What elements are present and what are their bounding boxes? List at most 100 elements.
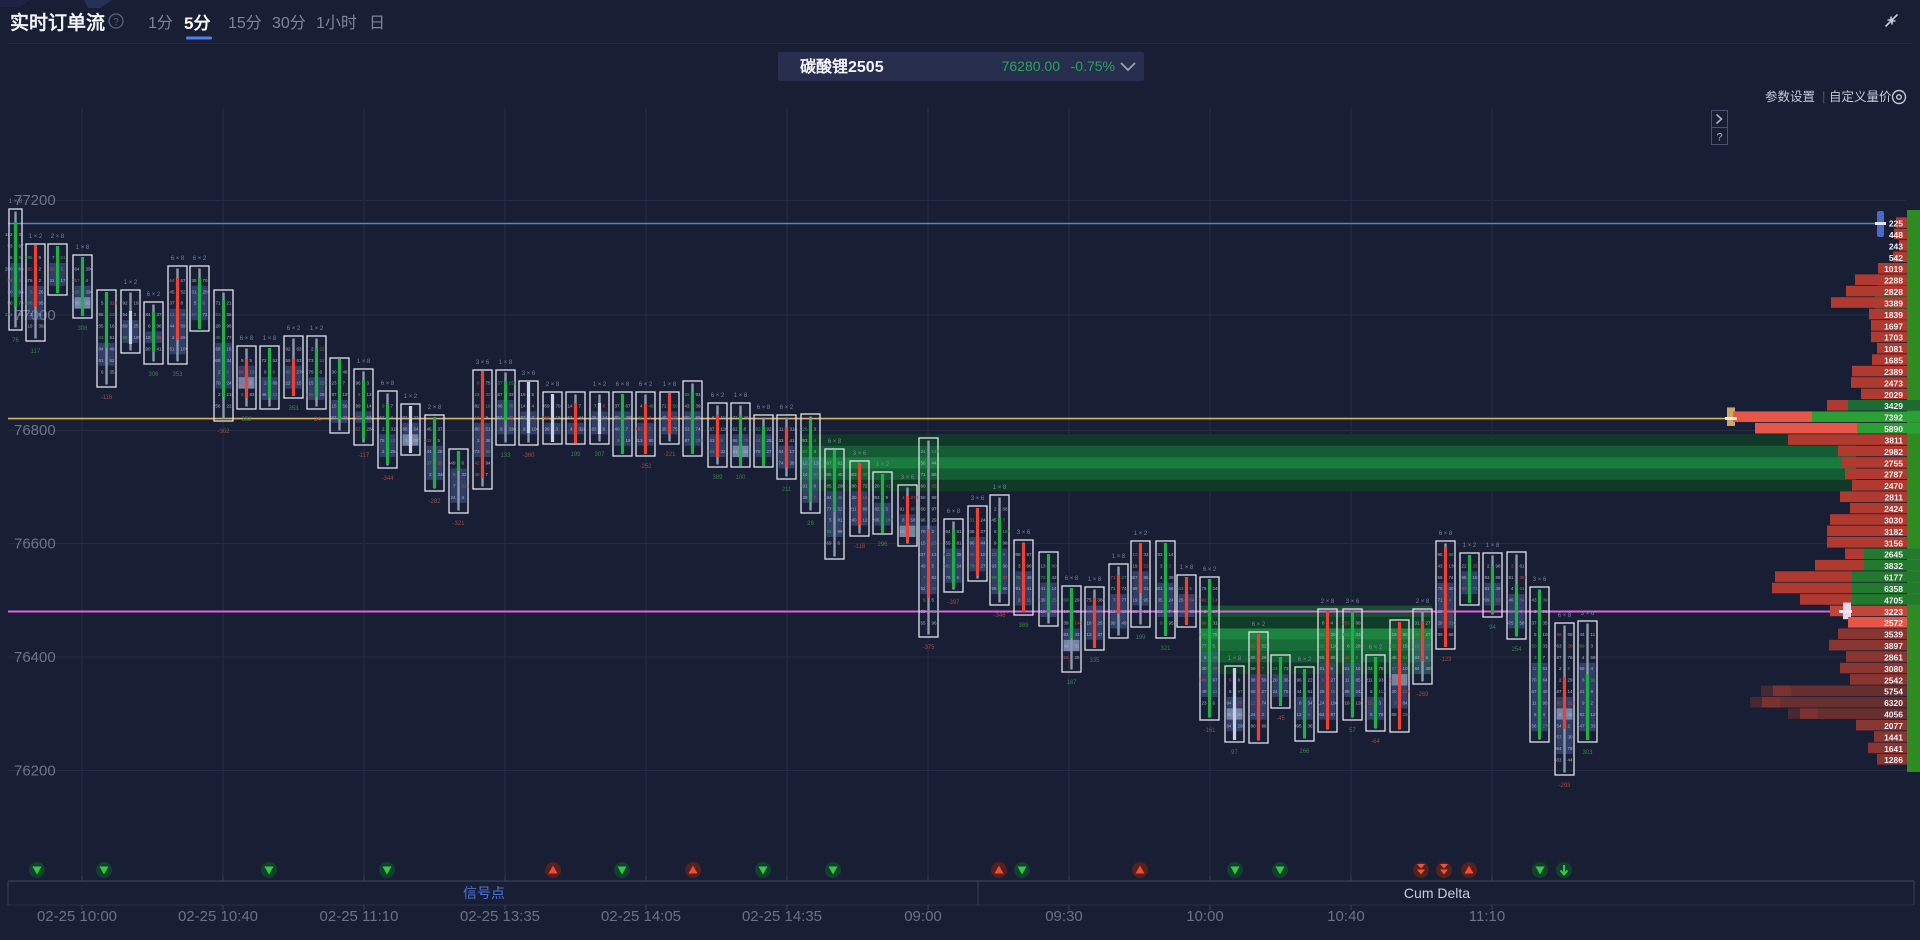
- svg-text:1641: 1641: [1884, 744, 1903, 754]
- svg-text:242: 242: [424, 438, 432, 443]
- svg-text:359: 359: [542, 404, 550, 409]
- svg-text:92: 92: [285, 346, 291, 351]
- svg-text:83: 83: [250, 392, 256, 397]
- svg-text:296: 296: [877, 542, 888, 548]
- svg-text:285: 285: [626, 415, 634, 420]
- svg-text:76800: 76800: [14, 422, 56, 439]
- svg-text:38: 38: [1226, 712, 1232, 717]
- svg-text:54: 54: [122, 312, 128, 317]
- svg-text:80: 80: [851, 484, 857, 489]
- svg-text:1 × 8: 1 × 8: [734, 393, 748, 399]
- svg-text:28: 28: [673, 415, 679, 420]
- svg-text:221: 221: [1342, 666, 1350, 671]
- svg-text:5: 5: [1370, 689, 1373, 694]
- svg-text:25: 25: [1075, 655, 1081, 660]
- svg-text:98: 98: [19, 289, 25, 294]
- svg-text:78: 78: [920, 529, 926, 534]
- svg-text:39: 39: [1063, 621, 1069, 626]
- svg-text:02-25 13:35: 02-25 13:35: [460, 908, 540, 925]
- svg-text:288: 288: [367, 426, 375, 431]
- svg-text:199: 199: [1135, 635, 1146, 641]
- svg-text:391: 391: [696, 404, 704, 409]
- svg-text:60: 60: [1003, 586, 1009, 591]
- svg-text:|: |: [1822, 89, 1825, 104]
- svg-text:信号点: 信号点: [463, 885, 505, 901]
- svg-text:46: 46: [261, 392, 267, 397]
- svg-text:7: 7: [453, 484, 456, 489]
- svg-text:47: 47: [1579, 723, 1585, 728]
- svg-text:59: 59: [1213, 666, 1219, 671]
- svg-text:55: 55: [1437, 575, 1443, 580]
- svg-text:28: 28: [807, 521, 814, 527]
- svg-text:100: 100: [735, 475, 746, 481]
- svg-text:32: 32: [1144, 552, 1150, 557]
- svg-text:74: 74: [778, 461, 784, 466]
- svg-text:83: 83: [1461, 586, 1467, 591]
- svg-text:-321: -321: [452, 521, 465, 527]
- svg-text:60: 60: [920, 506, 926, 511]
- svg-text:85: 85: [285, 369, 291, 374]
- svg-text:55: 55: [920, 621, 926, 626]
- svg-text:30: 30: [1201, 666, 1207, 671]
- svg-text:25: 25: [1178, 598, 1184, 603]
- svg-text:5: 5: [1356, 655, 1359, 660]
- svg-text:64: 64: [169, 278, 175, 283]
- svg-text:55: 55: [1063, 655, 1069, 660]
- svg-text:39: 39: [1543, 598, 1549, 603]
- svg-text:日: 日: [369, 15, 385, 32]
- svg-text:5: 5: [39, 312, 42, 317]
- svg-text:8: 8: [744, 426, 747, 431]
- svg-text:2 × 8: 2 × 8: [51, 234, 65, 240]
- svg-text:4: 4: [1160, 575, 1163, 580]
- svg-text:88: 88: [1568, 632, 1574, 637]
- svg-text:4: 4: [19, 278, 22, 283]
- svg-text:3156: 3156: [1884, 538, 1903, 548]
- svg-text:37: 37: [426, 461, 432, 466]
- svg-text:56: 56: [343, 404, 349, 409]
- svg-text:32: 32: [486, 392, 492, 397]
- svg-text:19: 19: [1391, 632, 1397, 637]
- svg-text:315: 315: [391, 426, 399, 431]
- svg-text:11:10: 11:10: [1469, 908, 1505, 925]
- svg-text:6: 6: [1559, 712, 1562, 717]
- svg-text:1 × 2: 1 × 2: [1134, 531, 1148, 537]
- svg-text:30分: 30分: [272, 14, 306, 32]
- svg-text:6: 6: [957, 575, 960, 580]
- svg-text:1 × 8: 1 × 8: [9, 199, 23, 205]
- svg-text:64: 64: [238, 369, 244, 374]
- svg-text:15: 15: [1473, 575, 1479, 580]
- svg-text:37: 37: [497, 381, 503, 386]
- svg-text:33: 33: [509, 392, 515, 397]
- svg-text:74: 74: [1122, 586, 1128, 591]
- svg-text:-282: -282: [428, 499, 441, 505]
- svg-text:5754: 5754: [1884, 687, 1903, 697]
- svg-text:213: 213: [1144, 586, 1152, 591]
- svg-text:9: 9: [886, 495, 889, 500]
- svg-text:98: 98: [932, 495, 938, 500]
- svg-text:4: 4: [1520, 609, 1523, 614]
- svg-text:242: 242: [1356, 689, 1364, 694]
- svg-text:19: 19: [474, 415, 480, 420]
- svg-text:-118: -118: [101, 395, 113, 401]
- svg-text:70: 70: [1531, 678, 1537, 683]
- svg-text:98: 98: [1132, 609, 1138, 614]
- svg-text:82: 82: [874, 506, 880, 511]
- svg-text:6 × 2: 6 × 2: [1298, 657, 1312, 663]
- svg-text:37: 37: [169, 301, 175, 306]
- svg-text:9: 9: [1160, 621, 1163, 626]
- svg-text:2: 2: [218, 369, 221, 374]
- svg-text:6 × 2: 6 × 2: [1369, 645, 1383, 651]
- svg-text:15: 15: [391, 438, 397, 443]
- svg-text:88: 88: [1496, 575, 1502, 580]
- svg-text:349: 349: [448, 461, 456, 466]
- svg-text:78: 78: [509, 404, 515, 409]
- svg-text:96: 96: [932, 621, 938, 626]
- svg-text:34: 34: [227, 358, 233, 363]
- svg-text:5: 5: [721, 438, 724, 443]
- svg-text:105: 105: [1403, 666, 1411, 671]
- svg-text:81: 81: [957, 541, 963, 546]
- svg-text:151: 151: [509, 381, 517, 386]
- svg-text:3832: 3832: [1884, 561, 1903, 571]
- svg-text:7: 7: [1543, 655, 1546, 660]
- svg-text:3: 3: [556, 426, 559, 431]
